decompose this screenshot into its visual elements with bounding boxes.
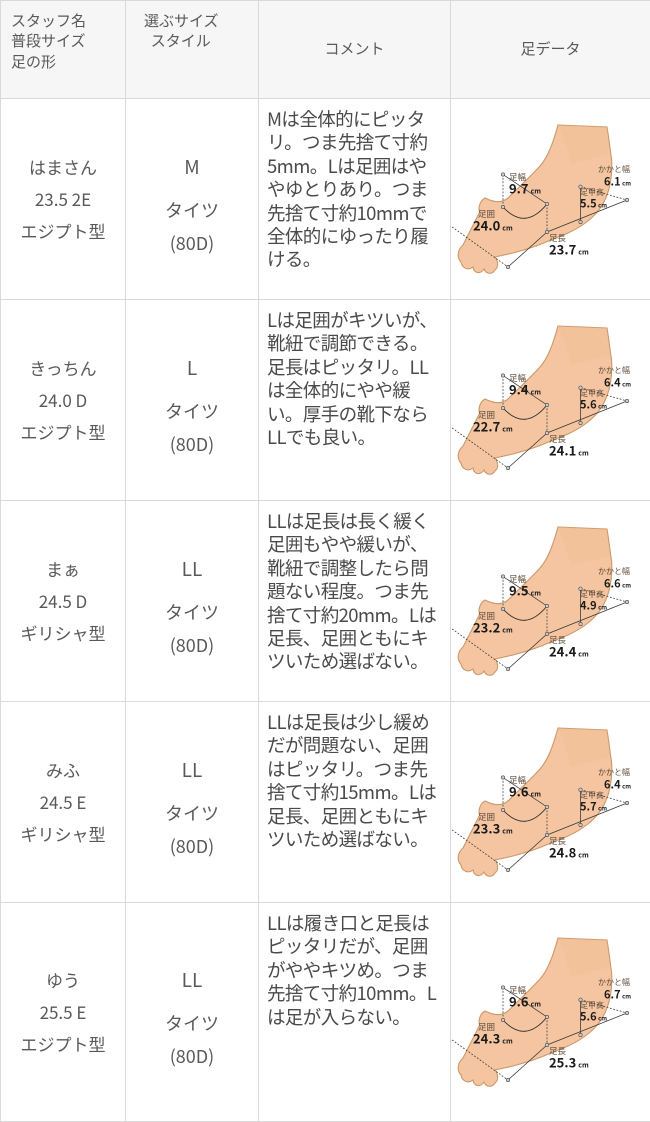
svg-text:25.3cm: 25.3 cm — [549, 1053, 589, 1072]
svg-text:6.1cm: 6.1 cm — [604, 174, 631, 190]
svg-text:6.4cm: 6.4 cm — [604, 375, 631, 391]
svg-text:6.7cm: 6.7 cm — [604, 987, 631, 1003]
svg-text:6.4cm: 6.4 cm — [604, 777, 631, 793]
svg-text:24.1cm: 24.1 cm — [549, 441, 589, 460]
svg-text:23.7cm: 23.7 cm — [549, 240, 589, 259]
svg-text:24.8cm: 24.8 cm — [549, 843, 589, 862]
svg-text:24.4cm: 24.4 cm — [549, 642, 589, 661]
svg-text:6.6cm: 6.6 cm — [604, 576, 631, 592]
